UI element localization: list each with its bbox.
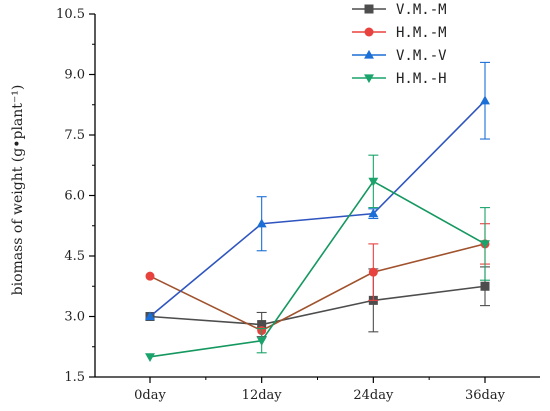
data-point [368,177,379,187]
y-tick-label: 1.5 [64,370,85,385]
y-tick-label: 10.5 [56,7,85,22]
legend-label: V.M.-V [396,48,447,64]
data-point [145,271,155,281]
series-line [149,180,486,358]
legend-marker [364,4,374,14]
y-tick-label: 6.0 [64,189,85,204]
x-tick-label: 24day [353,388,394,403]
legend-marker [364,27,374,37]
data-point [480,95,490,105]
data-point [368,208,379,218]
legend-marker [364,74,374,84]
series-1 [145,223,490,336]
series-group [145,61,490,363]
legend-label: V.M.-M [396,2,447,18]
series-3 [145,154,490,363]
x-tick-label: 12day [242,388,283,403]
y-axis-label: biomass of weight (g•plant⁻¹) [10,85,26,296]
data-point [256,218,267,228]
y-tick-label: 7.5 [64,128,85,143]
legend-label: H.M.-H [396,71,447,87]
data-point [257,320,267,330]
y-tick-label: 4.5 [64,249,85,264]
legend-item-1: H.M.-M [352,25,447,41]
y-tick-label: 3.0 [64,310,85,325]
y-tick-label: 9.0 [64,68,85,83]
data-point [480,240,490,250]
data-point [480,281,490,291]
data-point [145,311,155,321]
series-line [149,285,486,326]
series-2 [145,61,490,321]
legend-item-3: H.M.-H [352,71,447,87]
data-point [368,267,378,277]
series-line [149,243,486,332]
data-point [145,353,155,363]
legend-item-2: V.M.-V [352,48,447,64]
data-point [256,337,267,346]
series-line [149,100,486,318]
legend-marker [364,49,374,59]
legend-item-0: V.M.-M [352,2,447,18]
legend: V.M.-M H.M.-M V.M.-V H.M.-H [352,2,447,87]
x-tick-label: 36day [465,388,506,403]
x-tick-label: 0day [134,388,166,403]
legend-label: H.M.-M [396,25,447,41]
axes: 1.5 3.0 4.5 6.0 7.5 9.0 10.5 0day 12day 24day 36da… [56,7,540,403]
